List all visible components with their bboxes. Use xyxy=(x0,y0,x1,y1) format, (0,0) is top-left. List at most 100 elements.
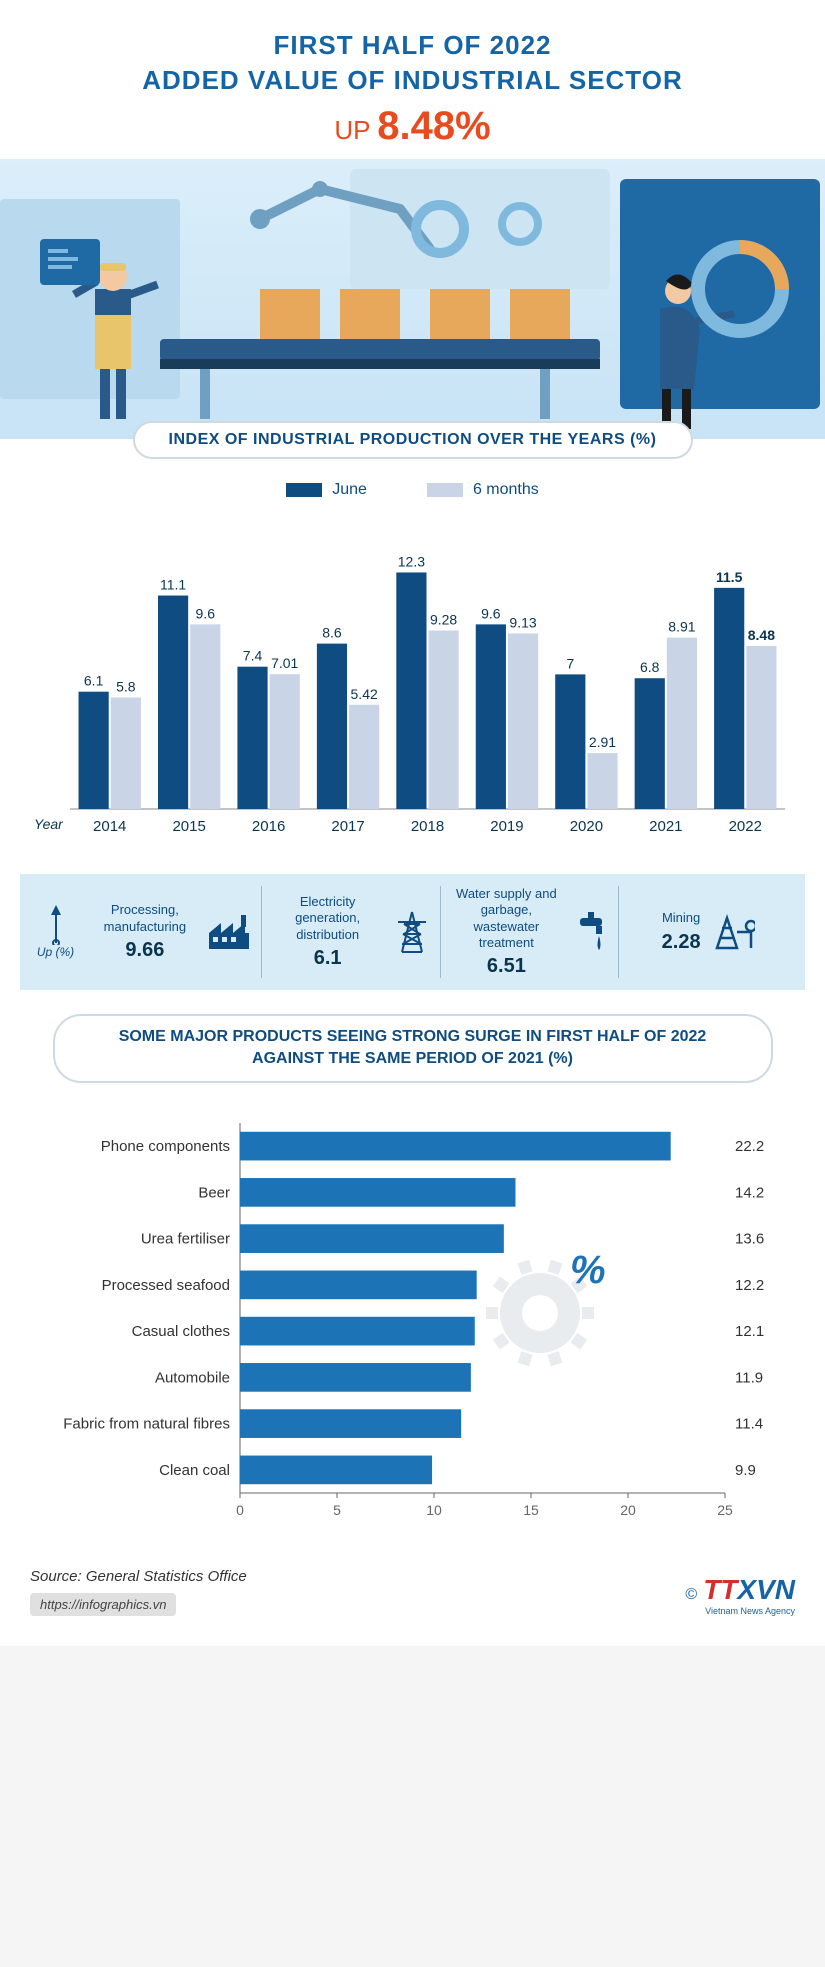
hbar-category: Processed seafood xyxy=(102,1277,230,1294)
hbar-category: Urea fertiliser xyxy=(141,1230,230,1247)
footer-left: Source: General Statistics Office https:… xyxy=(30,1568,247,1616)
sector-value: 6.1 xyxy=(272,947,384,970)
up-label-col: Up (%) xyxy=(28,886,83,978)
bar-value-label: 11.5 xyxy=(716,569,743,585)
pylon-icon xyxy=(394,910,430,954)
gear-icon: % xyxy=(486,1248,606,1366)
index-section-label: INDEX OF INDUSTRIAL PRODUCTION OVER THE … xyxy=(169,431,657,448)
year-tick: 2015 xyxy=(172,818,205,835)
bar-6months xyxy=(111,697,141,809)
year-tick: 2021 xyxy=(649,818,682,835)
derrick-icon xyxy=(711,912,755,952)
grouped-bar-chart: Year6.15.8201411.19.620157.47.0120168.65… xyxy=(0,509,825,864)
year-tick: 2017 xyxy=(331,818,364,835)
legend-label-june: June xyxy=(332,481,367,499)
hbar-svg: 0510152025Phone components22.2Beer14.2Ur… xyxy=(40,1113,785,1533)
hbar xyxy=(240,1455,432,1484)
logo-xvn: XVN xyxy=(737,1574,795,1605)
copyright-icon: © xyxy=(685,1586,697,1604)
bar-value-label: 5.8 xyxy=(116,678,136,694)
bar-value-label: 8.6 xyxy=(322,625,342,641)
tap-icon xyxy=(572,912,608,952)
logo-sub: Vietnam News Agency xyxy=(703,1606,795,1616)
year-axis-label: Year xyxy=(34,816,64,832)
hbar-value: 13.6 xyxy=(735,1230,764,1247)
up-word: UP xyxy=(334,115,370,145)
year-tick: 2020 xyxy=(570,818,603,835)
bar-6months xyxy=(349,705,379,809)
bar-june xyxy=(635,678,665,809)
x-tick-label: 15 xyxy=(523,1502,539,1518)
hbar xyxy=(240,1363,471,1392)
source-text: Source: General Statistics Office xyxy=(30,1568,247,1585)
sector-label: Electricity generation, distribution xyxy=(272,894,384,943)
hbar-value: 9.9 xyxy=(735,1462,756,1479)
bar-june xyxy=(396,572,426,809)
legend-swatch-6months xyxy=(427,483,463,497)
hbar-value: 12.1 xyxy=(735,1323,764,1340)
bar-value-label: 9.28 xyxy=(430,612,457,628)
bar-june xyxy=(476,624,506,809)
hbar xyxy=(240,1270,477,1299)
hbar-category: Clean coal xyxy=(159,1462,230,1479)
bar-value-label: 7.01 xyxy=(271,655,298,671)
bar-value-label: 7.4 xyxy=(243,648,263,664)
factory-icon xyxy=(207,913,251,951)
bar-value-label: 2.91 xyxy=(589,734,616,750)
hbar xyxy=(240,1224,504,1253)
up-label: Up (%) xyxy=(37,945,74,959)
bar-june xyxy=(158,596,188,809)
hbar xyxy=(240,1317,475,1346)
sector-label: Water supply and garbage, wastewater tre… xyxy=(451,886,563,951)
index-section-pill: INDEX OF INDUSTRIAL PRODUCTION OVER THE … xyxy=(133,421,693,459)
legend-label-6months: 6 months xyxy=(473,481,539,499)
x-tick-label: 0 xyxy=(236,1502,244,1518)
sector-label: Processing, manufacturing xyxy=(93,902,197,935)
hbar xyxy=(240,1178,515,1207)
bar-value-label: 9.6 xyxy=(481,605,501,621)
year-tick: 2022 xyxy=(729,818,762,835)
hbar-category: Casual clothes xyxy=(132,1323,230,1340)
site-link[interactable]: https://infographics.vn xyxy=(30,1593,176,1616)
bar-june xyxy=(79,692,109,809)
sector-value: 6.51 xyxy=(451,955,563,978)
sector-item: Mining 2.28 xyxy=(618,886,797,978)
sector-value: 9.66 xyxy=(93,939,197,962)
title-line1: FIRST HALF OF 2022 xyxy=(20,30,805,61)
grouped-bar-svg: Year6.15.8201411.19.620157.47.0120168.65… xyxy=(30,529,795,849)
bar-value-label: 9.13 xyxy=(509,614,536,630)
legend-swatch-june xyxy=(286,483,322,497)
sectors-strip: Up (%) Processing, manufacturing 9.66 El… xyxy=(20,874,805,990)
year-tick: 2019 xyxy=(490,818,523,835)
footer: Source: General Statistics Office https:… xyxy=(0,1558,825,1646)
x-tick-label: 20 xyxy=(620,1502,636,1518)
title-line2: ADDED VALUE OF INDUSTRIAL SECTOR xyxy=(20,65,805,96)
header: FIRST HALF OF 2022 ADDED VALUE OF INDUST… xyxy=(0,0,825,159)
infographic-root: FIRST HALF OF 2022 ADDED VALUE OF INDUST… xyxy=(0,0,825,1646)
year-tick: 2016 xyxy=(252,818,285,835)
sector-item: Electricity generation, distribution 6.1 xyxy=(261,886,440,978)
illustration xyxy=(0,159,825,439)
hbar-category: Beer xyxy=(198,1184,230,1201)
year-tick: 2018 xyxy=(411,818,444,835)
hbar-value: 11.4 xyxy=(735,1415,763,1432)
bar-value-label: 7 xyxy=(566,655,574,671)
bar-value-label: 8.48 xyxy=(748,627,775,643)
x-tick-label: 25 xyxy=(717,1502,733,1518)
bar-6months xyxy=(429,631,459,809)
hbar-category: Automobile xyxy=(155,1369,230,1386)
x-tick-label: 10 xyxy=(426,1502,442,1518)
hbar-category: Phone components xyxy=(101,1138,230,1155)
bar-value-label: 9.6 xyxy=(196,605,216,621)
bar-june xyxy=(317,644,347,809)
bar-6months xyxy=(746,646,776,809)
sector-value: 2.28 xyxy=(662,931,701,954)
bar-6months xyxy=(587,753,617,809)
products-section-pill: SOME MAJOR PRODUCTS SEEING STRONG SURGE … xyxy=(53,1014,773,1083)
factory-illustration-svg xyxy=(0,159,825,439)
bar-6months xyxy=(270,674,300,809)
horizontal-bar-chart: 0510152025Phone components22.2Beer14.2Ur… xyxy=(0,1083,825,1558)
hbar-value: 12.2 xyxy=(735,1277,764,1294)
hbar-value: 22.2 xyxy=(735,1138,764,1155)
x-tick-label: 5 xyxy=(333,1502,341,1518)
